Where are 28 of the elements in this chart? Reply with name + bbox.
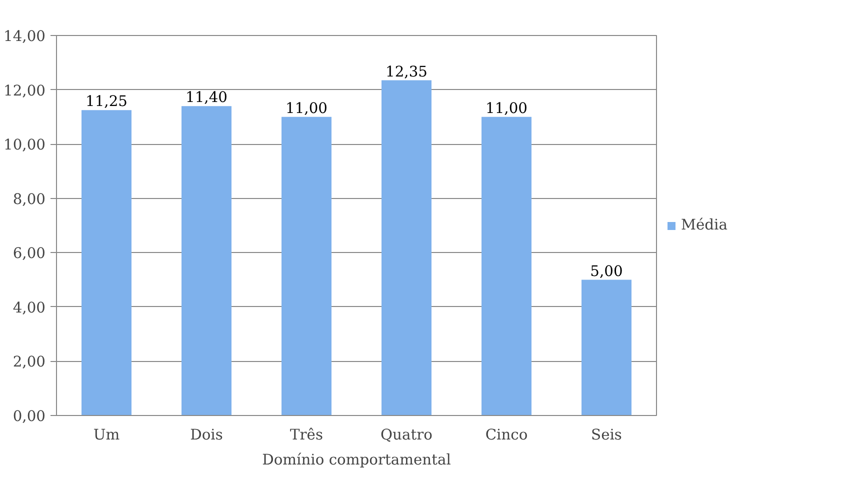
y-tick-label: 8,00 <box>12 190 46 208</box>
bar <box>582 280 632 416</box>
data-label: 12,35 <box>386 63 428 80</box>
bar <box>382 80 432 416</box>
y-tick-label: 14,00 <box>4 28 46 45</box>
data-label: 11,40 <box>186 89 228 106</box>
x-tick-label: Quatro <box>380 426 433 444</box>
data-label: 11,25 <box>86 93 128 110</box>
y-tick-label: 4,00 <box>12 299 46 316</box>
bar <box>182 106 232 416</box>
x-tick-label: Seis <box>591 426 622 444</box>
y-tick-label: 10,00 <box>4 136 46 154</box>
y-tick-label: 6,00 <box>12 245 46 262</box>
x-tick-label: Três <box>290 426 323 444</box>
bar <box>82 110 132 416</box>
bar <box>482 116 532 416</box>
y-tick-label: 12,00 <box>4 82 46 100</box>
x-tick-label: Dois <box>190 426 223 444</box>
x-axis-title: Domínio comportamental <box>262 452 452 468</box>
legend-label: Média <box>681 216 728 234</box>
x-tick-label: Um <box>93 426 120 444</box>
data-label: 11,00 <box>486 100 528 117</box>
data-label: 5,00 <box>590 262 623 280</box>
y-tick-label: 0,00 <box>12 408 46 425</box>
bar <box>282 116 332 416</box>
x-tick-label: Cinco <box>485 426 528 444</box>
y-tick-label: 2,00 <box>12 354 46 371</box>
data-label: 11,00 <box>286 100 328 117</box>
